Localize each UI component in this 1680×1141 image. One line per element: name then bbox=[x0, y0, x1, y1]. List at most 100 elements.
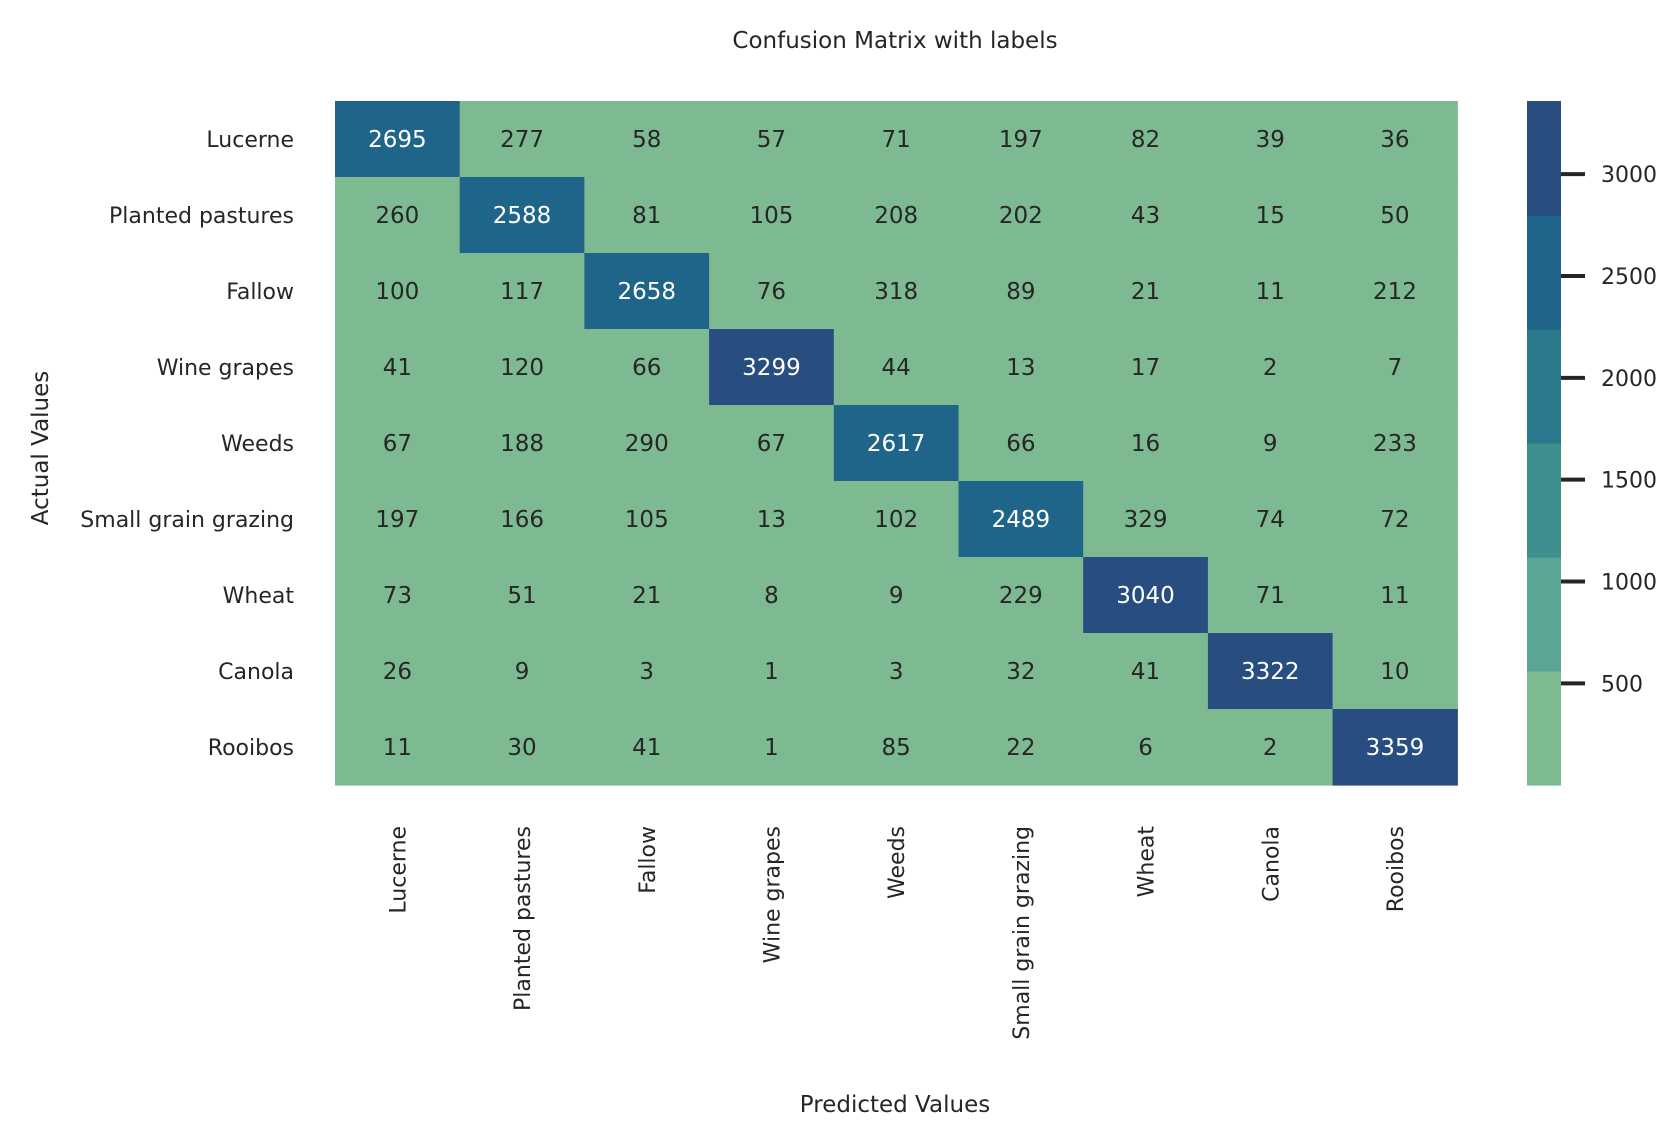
y-tick-label: Wine grapes bbox=[157, 356, 294, 381]
cell-value: 3 bbox=[639, 659, 654, 685]
cell-value: 89 bbox=[1006, 279, 1035, 305]
colorbar-tick-label: 500 bbox=[1601, 672, 1643, 697]
heatmap-cell bbox=[459, 177, 585, 254]
cell-value: 6 bbox=[1138, 735, 1153, 761]
heatmap-cell bbox=[709, 709, 835, 786]
y-tick-labels: Lucerne Planted pastures Fallow Wine grapes… bbox=[80, 128, 294, 761]
cell-value: 43 bbox=[1131, 203, 1160, 229]
heatmap-cell bbox=[833, 481, 960, 558]
heatmap-cell bbox=[459, 101, 585, 178]
cell-value: 41 bbox=[1131, 659, 1160, 685]
heatmap-cell bbox=[833, 557, 960, 634]
colorbar-tick-label: 3000 bbox=[1601, 163, 1657, 188]
heatmap-cell bbox=[833, 405, 960, 482]
heatmap-cell bbox=[958, 557, 1084, 634]
cell-value: 117 bbox=[500, 279, 544, 305]
heatmap-cell bbox=[958, 633, 1084, 710]
heatmap-cell bbox=[709, 253, 835, 330]
heatmap-cell bbox=[459, 405, 585, 482]
cell-value: 13 bbox=[1006, 355, 1035, 381]
heatmap-cell bbox=[1332, 633, 1458, 710]
cell-value: 21 bbox=[1131, 279, 1160, 305]
cell-value: 72 bbox=[1380, 507, 1409, 533]
colorbar-tick-label: 2000 bbox=[1601, 367, 1657, 392]
heatmap-cell bbox=[709, 101, 835, 178]
cell-value: 212 bbox=[1373, 279, 1417, 305]
x-tick-labels: Lucerne Planted pastures Fallow Wine grapes… bbox=[386, 826, 1409, 1040]
x-tick-label: Planted pastures bbox=[511, 826, 536, 1011]
cell-value: 9 bbox=[889, 583, 904, 609]
colorbar-tick-label: 1500 bbox=[1601, 469, 1657, 494]
heatmap-cell bbox=[958, 253, 1084, 330]
heatmap-cell bbox=[335, 709, 461, 786]
heatmap-cell bbox=[1207, 557, 1334, 634]
y-tick-label: Weeds bbox=[221, 432, 294, 457]
heatmap-cell bbox=[584, 481, 710, 558]
heatmap-cell bbox=[584, 253, 710, 330]
x-tick-label: Weeds bbox=[885, 826, 910, 899]
cell-value: 105 bbox=[625, 507, 669, 533]
cell-value: 290 bbox=[625, 431, 669, 457]
cell-value: 58 bbox=[632, 127, 661, 153]
heatmap-cell bbox=[833, 177, 960, 254]
cell-value: 36 bbox=[1380, 127, 1409, 153]
cell-value: 17 bbox=[1131, 355, 1160, 381]
heatmap-cell bbox=[584, 329, 710, 406]
x-tick-label: Small grain grazing bbox=[1010, 826, 1035, 1040]
cell-value: 82 bbox=[1131, 127, 1160, 153]
heatmap-cell bbox=[584, 177, 710, 254]
cell-value: 74 bbox=[1256, 507, 1285, 533]
cell-value: 2588 bbox=[493, 203, 552, 229]
cell-value: 202 bbox=[999, 203, 1043, 229]
colorbar-tick-label: 2500 bbox=[1601, 265, 1657, 290]
colorbar-segment bbox=[1527, 215, 1561, 330]
heatmap-cell bbox=[709, 405, 835, 482]
cell-value: 7 bbox=[1388, 355, 1403, 381]
heatmap-cell bbox=[1083, 405, 1209, 482]
heatmap-cell bbox=[335, 557, 461, 634]
cell-value: 229 bbox=[999, 583, 1043, 609]
cell-value: 197 bbox=[375, 507, 419, 533]
cell-value: 66 bbox=[1006, 431, 1035, 457]
cell-value: 3299 bbox=[742, 355, 801, 381]
y-tick-label: Wheat bbox=[223, 584, 295, 609]
cell-value: 15 bbox=[1256, 203, 1285, 229]
heatmap-cell bbox=[709, 329, 835, 406]
cell-value: 2489 bbox=[992, 507, 1051, 533]
cell-value: 71 bbox=[882, 127, 911, 153]
cell-value: 26 bbox=[383, 659, 412, 685]
heatmap-cell bbox=[958, 177, 1084, 254]
heatmap-cell bbox=[1332, 557, 1458, 634]
x-tick-label: Lucerne bbox=[386, 826, 411, 914]
cell-value: 197 bbox=[999, 127, 1043, 153]
cell-value: 3359 bbox=[1366, 735, 1425, 761]
heatmap-cell bbox=[709, 557, 835, 634]
heatmap-cell bbox=[958, 405, 1084, 482]
chart-title: Confusion Matrix with labels bbox=[732, 28, 1057, 54]
heatmap-cell bbox=[459, 481, 585, 558]
heatmap-cell bbox=[335, 405, 461, 482]
heatmap-cell bbox=[1207, 633, 1334, 710]
cell-value: 16 bbox=[1131, 431, 1160, 457]
heatmap-cell bbox=[459, 557, 585, 634]
cell-value: 8 bbox=[764, 583, 779, 609]
cell-value: 329 bbox=[1124, 507, 1168, 533]
heatmap-cell bbox=[1083, 101, 1209, 178]
x-tick-label: Wheat bbox=[1135, 826, 1160, 898]
cell-value: 13 bbox=[757, 507, 786, 533]
cell-value: 71 bbox=[1256, 583, 1285, 609]
cell-value: 120 bbox=[500, 355, 544, 381]
cell-value: 3322 bbox=[1241, 659, 1300, 685]
heatmap-cell bbox=[584, 709, 710, 786]
cell-value: 233 bbox=[1373, 431, 1417, 457]
heatmap-cell bbox=[459, 633, 585, 710]
heatmap-cell bbox=[335, 177, 461, 254]
heatmap-cell bbox=[584, 101, 710, 178]
cell-value: 41 bbox=[632, 735, 661, 761]
cell-value: 102 bbox=[874, 507, 918, 533]
heatmap-cell bbox=[584, 557, 710, 634]
heatmap-cell bbox=[1332, 329, 1458, 406]
heatmap-cell bbox=[709, 177, 835, 254]
cell-value: 277 bbox=[500, 127, 544, 153]
